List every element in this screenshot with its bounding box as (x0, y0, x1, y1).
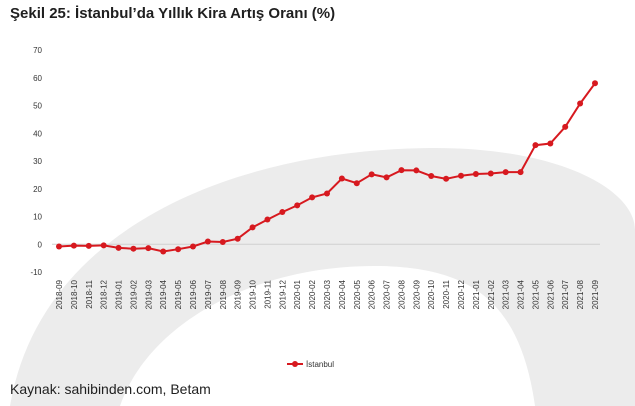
x-tick-label: 2019-10 (249, 279, 258, 309)
x-tick-label: 2020-07 (383, 279, 392, 309)
x-tick-label: 2021-05 (531, 279, 540, 309)
data-point (70, 242, 77, 249)
x-tick-label: 2018-09 (55, 279, 64, 309)
x-tick-label: 2018-11 (85, 279, 94, 308)
x-tick-label: 2018-12 (100, 279, 109, 309)
x-tick-label: 2018-10 (70, 279, 79, 309)
y-axis-ticks: -10 0 10 20 30 40 50 60 70 (30, 46, 42, 277)
y-tick-label: 50 (33, 102, 42, 111)
data-point (458, 172, 464, 179)
data-point (398, 167, 405, 174)
x-tick-label: 2020-11 (442, 279, 451, 308)
data-point (324, 190, 330, 197)
x-tick-label: 2021-08 (576, 279, 585, 309)
x-tick-label: 2021-07 (561, 279, 570, 309)
y-tick-label: 0 (38, 240, 43, 249)
x-tick-label: 2019-12 (278, 279, 287, 309)
data-point (562, 123, 569, 130)
x-tick-label: 2019-04 (159, 279, 168, 309)
x-tick-label: 2020-05 (353, 279, 362, 309)
data-point (204, 238, 211, 245)
data-point (160, 248, 167, 255)
data-point (428, 172, 435, 179)
data-point (219, 239, 226, 246)
y-tick-label: 60 (33, 74, 42, 83)
x-tick-label: 2019-11 (263, 279, 272, 308)
x-tick-label: 2020-06 (368, 279, 377, 309)
data-point (309, 194, 316, 201)
x-tick-label: 2020-10 (427, 279, 436, 309)
data-point (85, 242, 92, 249)
data-point (279, 209, 286, 216)
data-point (547, 140, 554, 147)
data-point (56, 243, 62, 250)
data-point (592, 80, 598, 87)
data-point (532, 142, 539, 149)
x-tick-label: 2020-08 (397, 279, 406, 309)
x-tick-label: 2019-08 (219, 279, 228, 309)
data-point (502, 169, 509, 176)
data-point (130, 245, 137, 252)
data-point (487, 170, 494, 177)
x-tick-label: 2021-03 (502, 279, 511, 309)
x-tick-label: 2020-04 (338, 279, 347, 309)
legend-label: İstanbul (306, 360, 334, 369)
data-point (338, 175, 345, 182)
x-tick-label: 2021-02 (487, 279, 496, 309)
x-tick-label: 2020-12 (457, 279, 466, 309)
x-tick-label: 2021-06 (546, 279, 555, 309)
watermark-arc (10, 147, 635, 406)
data-point (264, 216, 271, 223)
y-tick-label: 20 (33, 185, 42, 194)
data-point (353, 180, 360, 187)
x-tick-label: 2019-09 (234, 279, 243, 309)
legend-marker (292, 361, 298, 367)
figure-title: Şekil 25: İstanbul’da Yıllık Kira Artış … (10, 5, 336, 22)
data-point (145, 245, 152, 252)
x-tick-label: 2019-07 (204, 279, 213, 309)
data-point (472, 171, 479, 178)
figure-source: Kaynak: sahibinden.com, Betam (10, 381, 211, 397)
data-point (413, 167, 420, 174)
x-tick-label: 2020-03 (323, 279, 332, 309)
x-tick-label: 2019-06 (189, 279, 198, 309)
data-point (249, 224, 256, 231)
x-tick-label: 2020-02 (308, 279, 317, 309)
data-point (115, 244, 122, 251)
data-point (383, 174, 390, 181)
data-point (234, 235, 241, 242)
x-tick-label: 2019-05 (174, 279, 183, 309)
data-point (443, 175, 450, 182)
x-tick-label: 2021-04 (517, 279, 526, 309)
y-tick-label: 10 (33, 213, 42, 222)
y-tick-label: 40 (33, 129, 42, 138)
x-tick-label: 2019-01 (115, 279, 124, 309)
x-tick-label: 2020-01 (293, 279, 302, 309)
data-point (368, 171, 375, 178)
series-points-istanbul (56, 80, 598, 255)
y-tick-label: 70 (33, 46, 42, 55)
data-point (100, 242, 107, 249)
data-point (577, 100, 584, 107)
y-tick-label: 30 (33, 157, 42, 166)
data-point (294, 202, 301, 209)
x-axis-ticks: 2018-09 2018-10 2018-11 2018-12 2019-01 2019-… (55, 279, 600, 309)
x-tick-label: 2021-09 (591, 279, 600, 309)
y-tick-label: -10 (30, 268, 42, 277)
legend: İstanbul (287, 360, 334, 369)
data-point (190, 243, 196, 250)
data-point (517, 169, 524, 176)
x-tick-label: 2020-09 (412, 279, 421, 309)
x-tick-label: 2019-02 (129, 279, 138, 309)
x-tick-label: 2019-03 (144, 279, 153, 309)
x-tick-label: 2021-01 (472, 279, 481, 309)
data-point (175, 246, 182, 253)
